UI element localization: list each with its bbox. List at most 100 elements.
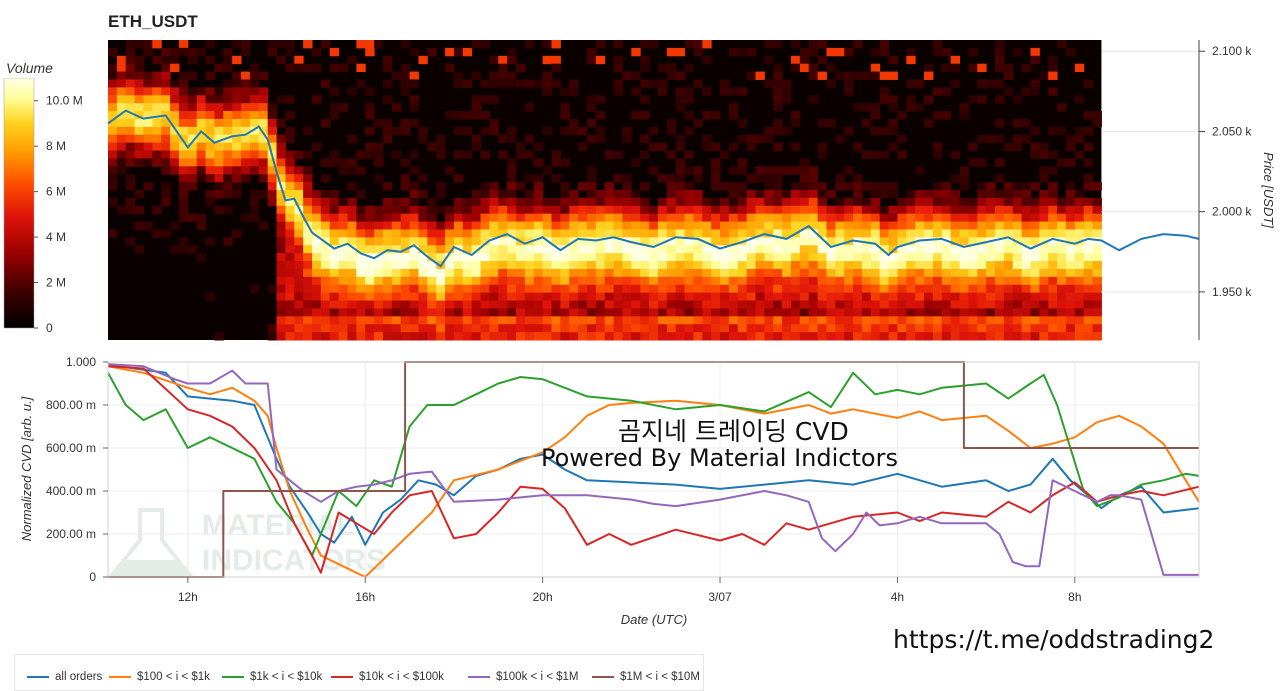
heatmap-cell: [329, 111, 340, 120]
heatmap-cell: [861, 245, 872, 254]
heatmap-cell: [578, 284, 588, 294]
heatmap-cell: [888, 103, 898, 112]
heatmap-cell: [267, 142, 278, 152]
heatmap-cell: [453, 205, 464, 215]
heatmap-cell: [143, 87, 153, 96]
heatmap-cell: [1074, 63, 1085, 73]
heatmap-cell: [382, 229, 393, 238]
heatmap-cell: [684, 213, 694, 223]
heatmap-cell: [737, 284, 748, 294]
heatmap-cell: [959, 308, 969, 317]
heatmap-cell: [400, 292, 411, 302]
heatmap-cell: [1065, 158, 1076, 167]
heatmap-cell: [746, 197, 757, 207]
heatmap-cell: [613, 245, 623, 254]
heatmap-cell: [906, 292, 916, 302]
heatmap-cell: [764, 308, 774, 317]
heatmap-cell: [702, 213, 712, 223]
heatmap-cell: [170, 166, 180, 175]
telegram-url[interactable]: https://t.me/oddstrading2: [893, 625, 1215, 654]
cvd-series-line: [107, 365, 1200, 578]
heatmap-cell: [258, 103, 269, 112]
heatmap-cell: [267, 158, 278, 167]
heatmap-cell: [1012, 229, 1023, 238]
heatmap-cell: [586, 324, 597, 333]
heatmap-cell: [888, 253, 898, 262]
heatmap-cell: [445, 237, 455, 246]
heatmap-cell: [790, 292, 801, 302]
heatmap-cell: [542, 316, 552, 325]
heatmap-cell: [994, 261, 1005, 270]
heatmap-cell: [347, 308, 357, 317]
heatmap-cell: [569, 253, 579, 262]
heatmap-cell: [808, 276, 819, 286]
heatmap-cell: [241, 158, 251, 167]
legend-item[interactable]: $1M < i < $10M: [592, 671, 700, 683]
heatmap-cell: [196, 134, 207, 144]
heatmap-cell: [826, 308, 836, 317]
heatmap-cell: [844, 197, 854, 207]
heatmap-cell: [1021, 253, 1031, 262]
legend-item[interactable]: $10k < i < $100k: [331, 671, 444, 683]
heatmap-cell: [1065, 332, 1076, 341]
heatmap-cell: [613, 292, 623, 302]
heatmap-cell: [702, 292, 712, 302]
heatmap-cell: [347, 261, 357, 270]
heatmap-cell: [480, 292, 490, 302]
heatmap-cell: [1074, 253, 1085, 262]
heatmap-cell: [116, 95, 127, 104]
heatmap-cell: [409, 316, 419, 325]
heatmap-cell: [489, 308, 499, 317]
heatmap-cell: [320, 197, 331, 207]
heatmap-cell: [755, 229, 765, 238]
heatmap-cell: [276, 205, 286, 215]
heatmap-cell: [285, 40, 295, 49]
heatmap-cell: [267, 40, 278, 49]
heatmap-cell: [622, 71, 632, 80]
legend-item[interactable]: $100k < i < $1M: [468, 671, 578, 683]
heatmap-cell: [232, 190, 242, 199]
heatmap-cell: [125, 40, 136, 49]
heatmap-cell: [391, 197, 402, 207]
heatmap-cell: [205, 174, 215, 183]
heatmap-cell: [560, 103, 570, 112]
heatmap-cell: [711, 245, 721, 254]
heatmap-cell: [418, 253, 428, 262]
heatmap-cell: [595, 95, 606, 104]
heatmap-cell: [649, 40, 659, 49]
legend-item[interactable]: $1k < i < $10k: [222, 671, 322, 683]
heatmap-cell: [826, 316, 836, 325]
legend-item[interactable]: all orders: [27, 671, 102, 683]
heatmap-cell: [338, 300, 348, 309]
heatmap-cell: [125, 182, 136, 191]
heatmap-cell: [507, 182, 517, 191]
heatmap-cell: [152, 71, 162, 80]
colorbar-tick-label: 10.0 M: [46, 94, 83, 108]
heatmap-cell: [994, 190, 1005, 199]
heatmap-cell: [631, 237, 641, 246]
heatmap-cell: [187, 71, 198, 80]
heatmap-cell: [755, 245, 765, 254]
heatmap-cell: [152, 79, 162, 88]
heatmap-cell: [152, 95, 162, 104]
price-heatmap-chart: 2.100 k2.050 k2.000 k1.950 k Price [USDT…: [107, 40, 1276, 341]
heatmap-cell: [507, 221, 517, 230]
heatmap-cell: [994, 134, 1005, 144]
heatmap-cell: [684, 276, 694, 286]
heatmap-cell: [773, 332, 783, 341]
heatmap-cell: [560, 87, 570, 96]
heatmap-cell: [1012, 197, 1023, 207]
legend-item[interactable]: $100 < i < $1k: [109, 671, 210, 683]
heatmap-cell: [782, 205, 792, 215]
heatmap-cell: [986, 300, 996, 309]
heatmap-cell: [879, 245, 890, 254]
heatmap-cell: [365, 276, 375, 286]
heatmap-cell: [879, 213, 890, 223]
heatmap-cell: [666, 332, 677, 341]
heatmap-cell: [782, 245, 792, 254]
heatmap-cell: [613, 213, 623, 223]
heatmap-cell: [338, 268, 348, 278]
heatmap-cell: [977, 237, 987, 246]
heatmap-cell: [294, 221, 304, 230]
heatmap-cell: [586, 308, 597, 317]
